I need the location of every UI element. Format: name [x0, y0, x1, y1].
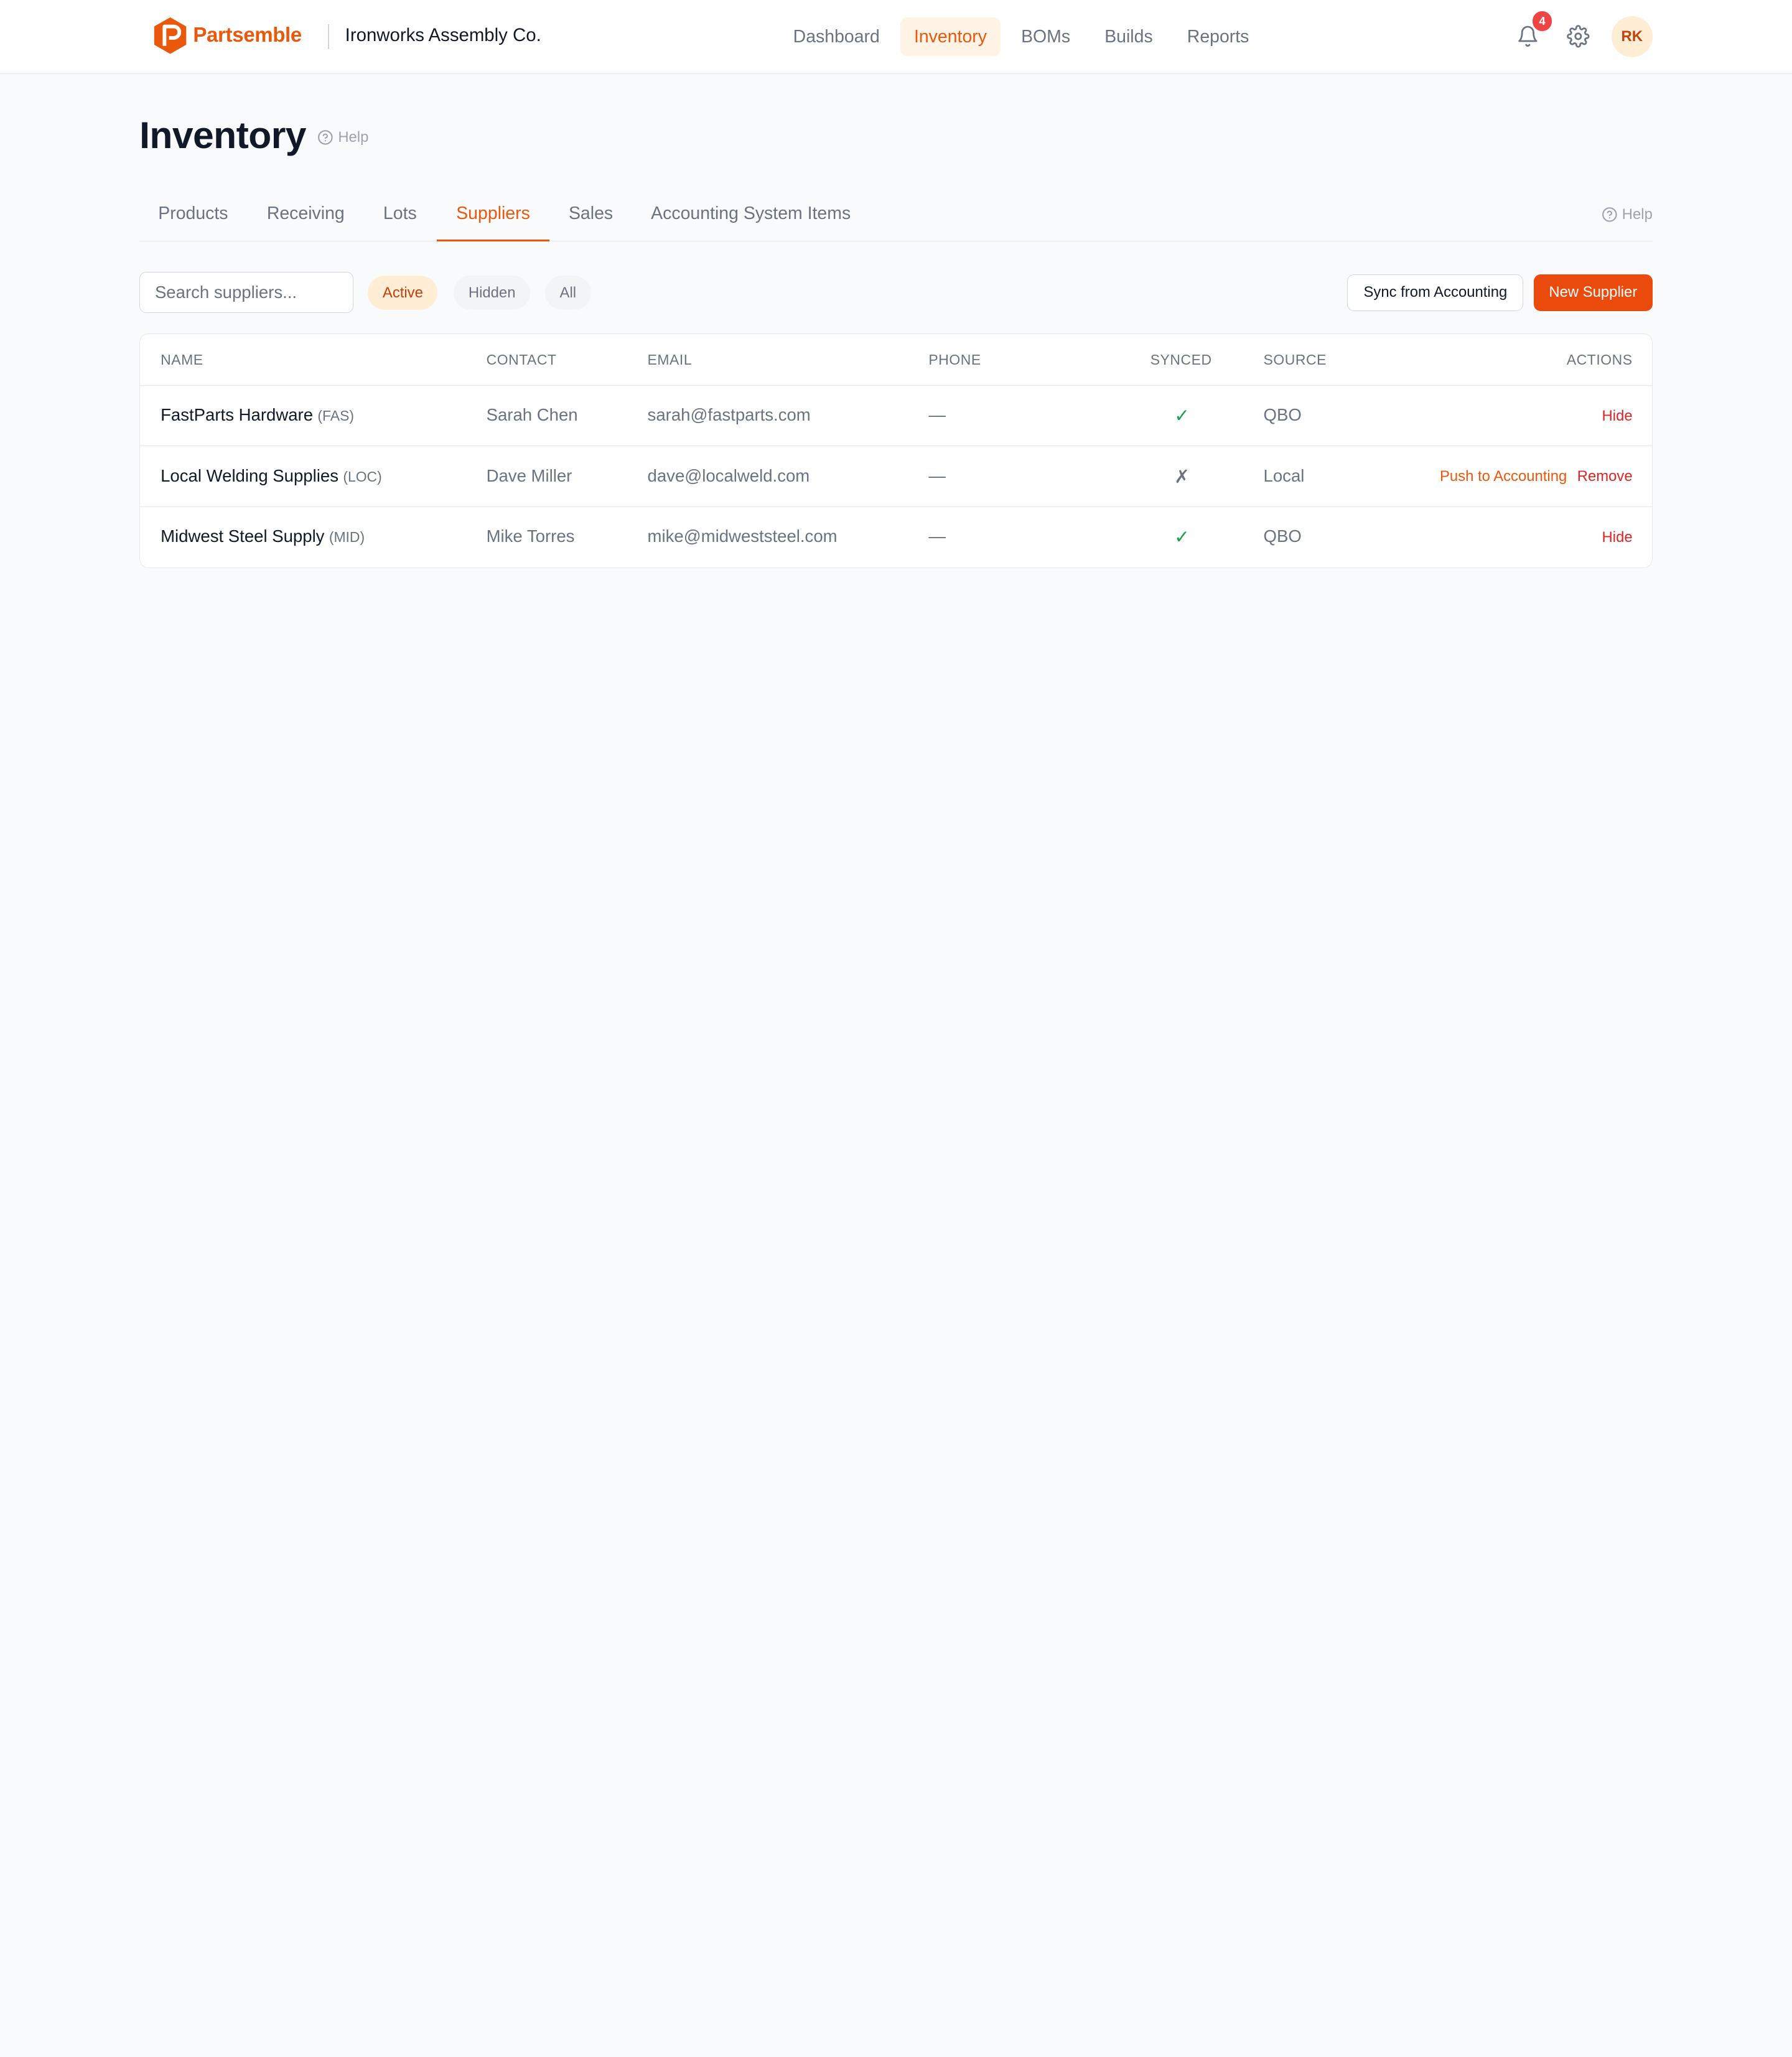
page-help-label: Help — [338, 128, 369, 146]
supplier-name: Local Welding Supplies — [161, 465, 338, 485]
table-header: NAME CONTACT EMAIL PHONE SYNCED SOURCE A… — [140, 334, 1652, 386]
source-cell: QBO — [1263, 405, 1302, 425]
header-divider — [328, 24, 329, 49]
supplier-name-cell: Local Welding Supplies (LOC) — [161, 466, 382, 486]
column-email: EMAIL — [647, 351, 693, 368]
supplier-name-cell: Midwest Steel Supply (MID) — [161, 526, 365, 546]
tab-receiving[interactable]: Receiving — [266, 203, 345, 223]
sync-from-accounting-button[interactable]: Sync from Accounting — [1347, 274, 1524, 311]
nav-boms[interactable]: BOMs — [1021, 26, 1071, 47]
main-nav: Dashboard Inventory BOMs Builds Reports — [780, 17, 1270, 56]
tabs-help-label: Help — [1622, 205, 1653, 223]
tab-accounting-system-items[interactable]: Accounting System Items — [651, 203, 851, 223]
table-row[interactable]: Midwest Steel Supply (MID) Mike Torres mi… — [140, 507, 1652, 567]
contact-cell: Sarah Chen — [486, 405, 578, 425]
contact-cell: Mike Torres — [486, 526, 575, 546]
page-help-link[interactable]: Help — [317, 129, 368, 146]
bell-icon — [1518, 26, 1538, 47]
hide-button[interactable]: Hide — [1602, 407, 1633, 424]
supplier-code: (FAS) — [317, 408, 355, 424]
not-synced-x-icon: ✗ — [1174, 466, 1190, 487]
nav-inventory[interactable]: Inventory — [900, 17, 1001, 56]
suppliers-table: NAME CONTACT EMAIL PHONE SYNCED SOURCE A… — [139, 334, 1653, 568]
remove-button[interactable]: Remove — [1577, 468, 1633, 485]
user-avatar[interactable]: RK — [1611, 16, 1653, 57]
contact-cell: Dave Miller — [486, 465, 572, 485]
nav-reports[interactable]: Reports — [1187, 26, 1249, 47]
email-cell: sarah@fastparts.com — [647, 405, 811, 425]
hide-button[interactable]: Hide — [1602, 528, 1633, 546]
supplier-code: (MID) — [329, 528, 365, 545]
column-synced: SYNCED — [1150, 351, 1212, 368]
page-header: Inventory Help — [139, 113, 368, 157]
new-supplier-button[interactable]: New Supplier — [1533, 274, 1653, 311]
tab-lots[interactable]: Lots — [383, 203, 417, 223]
help-circle-icon — [318, 129, 333, 145]
table-row[interactable]: FastParts Hardware (FAS) Sarah Chen sarah… — [140, 386, 1652, 447]
supplier-name: FastParts Hardware — [161, 405, 314, 425]
tab-suppliers[interactable]: Suppliers — [436, 192, 550, 241]
nav-dashboard[interactable]: Dashboard — [793, 26, 880, 47]
source-cell: QBO — [1263, 526, 1302, 546]
column-source: SOURCE — [1263, 351, 1327, 368]
supplier-code: (LOC) — [343, 468, 382, 485]
partsemble-logo-icon — [154, 17, 187, 54]
top-navigation-bar: Partsemble Ironworks Assembly Co. Dashbo… — [0, 0, 1792, 75]
brand-logo[interactable]: Partsemble — [153, 16, 302, 55]
gear-icon — [1567, 25, 1590, 48]
row-actions: Push to Accounting Remove — [1429, 468, 1633, 485]
phone-cell: — — [928, 465, 946, 485]
email-cell: mike@midweststeel.com — [647, 526, 838, 546]
column-phone: PHONE — [928, 351, 981, 368]
supplier-name: Midwest Steel Supply — [161, 526, 325, 546]
tab-sales[interactable]: Sales — [568, 203, 614, 223]
column-name: NAME — [161, 351, 203, 368]
tab-products[interactable]: Products — [158, 203, 228, 223]
phone-cell: — — [928, 526, 946, 546]
help-circle-icon — [1602, 207, 1617, 222]
header-actions: 4 RK — [1511, 11, 1653, 57]
phone-cell: — — [928, 405, 946, 425]
search-input[interactable] — [139, 272, 353, 314]
page-title: Inventory — [139, 113, 306, 156]
synced-check-icon: ✓ — [1174, 406, 1190, 427]
notification-badge: 4 — [1533, 11, 1552, 31]
source-cell: Local — [1263, 465, 1305, 485]
synced-check-icon: ✓ — [1174, 526, 1190, 548]
company-name: Ironworks Assembly Co. — [345, 25, 541, 46]
row-actions: Hide — [1592, 529, 1633, 546]
filter-hidden[interactable]: Hidden — [454, 275, 531, 310]
row-actions: Hide — [1592, 408, 1633, 425]
brand-name: Partsemble — [193, 23, 302, 47]
column-actions: ACTIONS — [1566, 351, 1633, 368]
column-contact: CONTACT — [486, 351, 557, 368]
email-cell: dave@localweld.com — [647, 465, 810, 485]
settings-button[interactable] — [1561, 16, 1595, 57]
inventory-tabs: Products Receiving Lots Suppliers Sales … — [139, 192, 1653, 241]
nav-builds[interactable]: Builds — [1104, 26, 1153, 47]
filter-all[interactable]: All — [545, 275, 591, 310]
notifications-button[interactable]: 4 — [1511, 11, 1552, 57]
tabs-help-link[interactable]: Help — [1602, 206, 1653, 223]
suppliers-toolbar: Active Hidden All Sync from Accounting N… — [139, 272, 1653, 314]
filter-active[interactable]: Active — [368, 275, 438, 310]
supplier-name-cell: FastParts Hardware (FAS) — [161, 405, 354, 425]
table-row[interactable]: Local Welding Supplies (LOC) Dave Miller … — [140, 446, 1652, 507]
push-to-accounting-button[interactable]: Push to Accounting — [1439, 468, 1567, 485]
